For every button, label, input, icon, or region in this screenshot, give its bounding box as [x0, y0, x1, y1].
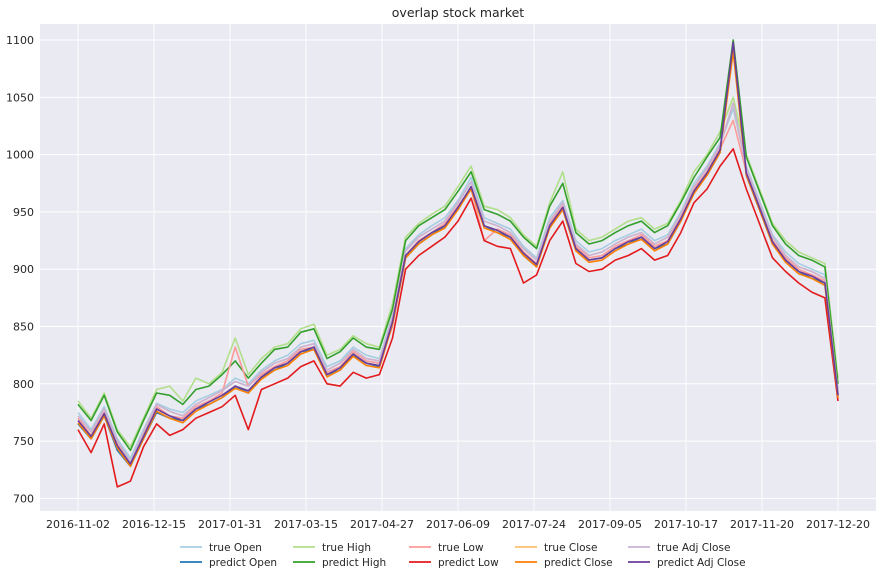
series-lines: [77, 39, 839, 488]
legend-label-predict-close: predict Close: [544, 557, 613, 569]
y-tick-label: 1050: [6, 91, 34, 104]
y-tick-label: 950: [13, 206, 34, 219]
y-tick-label: 750: [13, 435, 34, 448]
y-tick-label: 1000: [6, 149, 34, 162]
legend-label-true-adj-close: true Adj Close: [657, 542, 730, 554]
x-axis-ticks: 2016-11-02 2016-12-15 2017-01-31 2017-03-15…: [46, 518, 870, 531]
series-line-predict-low: [77, 148, 839, 488]
series-line-predict-adj-close: [77, 41, 839, 465]
y-tick-label: 900: [13, 263, 34, 276]
y-tick-label: 800: [13, 378, 34, 391]
legend-label-true-open: true Open: [209, 542, 262, 554]
y-tick-label: 700: [13, 492, 34, 505]
series-line-true-adj-close: [77, 102, 839, 463]
legend-label-predict-adj-close: predict Adj Close: [657, 557, 746, 569]
legend-label-predict-low: predict Low: [438, 557, 499, 569]
series-line-true-high: [77, 96, 839, 448]
legend-label-predict-open: predict Open: [209, 557, 277, 569]
x-tick-label: 2017-01-31: [198, 518, 262, 531]
x-tick-label: 2017-06-09: [426, 518, 490, 531]
chart-title: overlap stock market: [392, 5, 525, 20]
legend-label-true-low: true Low: [438, 542, 484, 554]
legend-label-true-high: true High: [322, 542, 371, 554]
y-tick-label: 1100: [6, 34, 34, 47]
x-tick-label: 2016-12-15: [122, 518, 186, 531]
x-tick-label: 2017-04-27: [350, 518, 414, 531]
series-line-predict-high: [77, 39, 839, 452]
legend-label-predict-high: predict High: [322, 557, 386, 569]
legend: true Open predict Open true High predict Hi…: [180, 542, 746, 569]
x-tick-label: 2016-11-02: [46, 518, 110, 531]
x-tick-label: 2017-09-05: [578, 518, 642, 531]
y-axis-ticks: 700 750 800 850 900 950 1000 1050 1100: [6, 34, 34, 505]
x-tick-label: 2017-03-15: [274, 518, 338, 531]
y-tick-label: 850: [13, 321, 34, 334]
x-tick-label: 2017-07-24: [502, 518, 566, 531]
x-tick-label: 2017-12-20: [806, 518, 870, 531]
x-tick-label: 2017-11-20: [730, 518, 794, 531]
series-line-true-open: [77, 108, 839, 460]
legend-label-true-close: true Close: [544, 542, 598, 554]
x-tick-label: 2017-10-17: [654, 518, 718, 531]
series-line-predict-close: [77, 50, 839, 468]
